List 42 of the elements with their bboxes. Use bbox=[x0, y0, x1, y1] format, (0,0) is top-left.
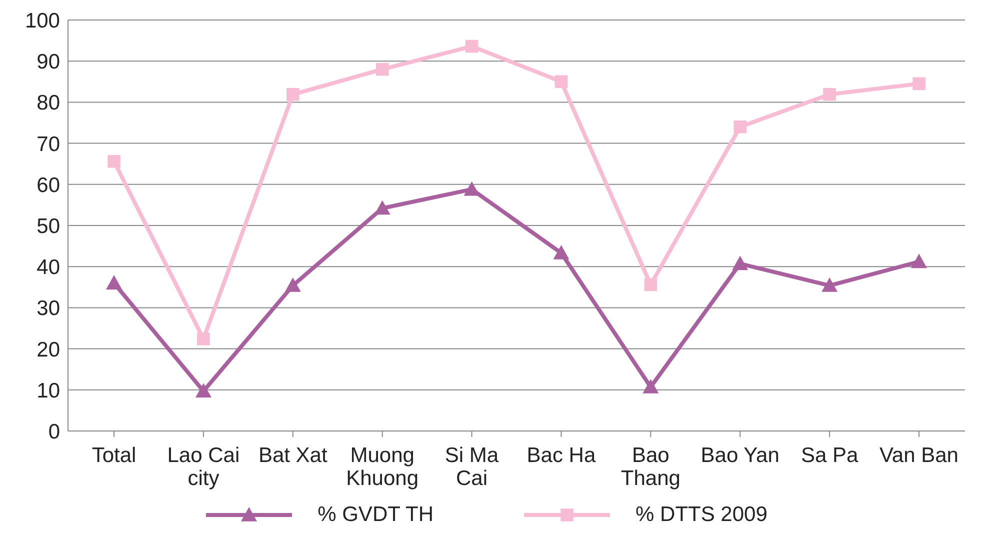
point bbox=[286, 88, 300, 101]
y-tick-label: 50 bbox=[36, 214, 60, 238]
x-tick-label: Bao Thang bbox=[620, 444, 680, 490]
x-tick-label: Sa Pa bbox=[800, 444, 858, 467]
point bbox=[465, 40, 478, 53]
point bbox=[106, 275, 122, 290]
y-tick-label: 10 bbox=[36, 379, 60, 402]
point bbox=[734, 120, 747, 134]
point bbox=[644, 278, 658, 292]
x-tick-label: Muong Khuong bbox=[346, 444, 419, 490]
y-tick-label: 100 bbox=[24, 9, 60, 32]
y-tick-label: 30 bbox=[36, 297, 60, 320]
point bbox=[195, 383, 212, 398]
legend-label: % GVDT TH bbox=[318, 503, 434, 527]
point bbox=[108, 154, 120, 168]
point bbox=[732, 256, 748, 270]
y-tick-label: 0 bbox=[48, 420, 60, 444]
point bbox=[823, 88, 836, 101]
point bbox=[912, 77, 926, 90]
y-tick-label: 70 bbox=[36, 132, 60, 156]
y-tick-label: 80 bbox=[36, 92, 60, 115]
point bbox=[822, 278, 838, 292]
y-tick-label: 60 bbox=[36, 174, 60, 197]
legend-label: % DTTS 2009 bbox=[636, 503, 768, 527]
x-tick-label: Bao Yan bbox=[700, 444, 780, 467]
y-tick-label: 20 bbox=[36, 338, 60, 362]
point bbox=[197, 332, 210, 346]
point bbox=[284, 278, 301, 292]
x-tick-label: Si Ma Cai bbox=[444, 444, 499, 490]
y-tick-label: 40 bbox=[36, 256, 60, 280]
x-tick-label: Total bbox=[92, 444, 136, 467]
x-tick-label: Lao Cai city bbox=[167, 444, 240, 490]
x-tick-label: Bat Xat bbox=[258, 444, 328, 467]
point bbox=[376, 62, 389, 76]
point bbox=[553, 245, 570, 260]
point bbox=[374, 200, 390, 215]
point bbox=[642, 379, 659, 394]
point bbox=[911, 254, 927, 268]
x-tick-label: Van Ban bbox=[879, 444, 959, 467]
y-tick-label: 90 bbox=[36, 50, 60, 74]
point bbox=[554, 75, 568, 88]
x-tick-label: Bac Ha bbox=[526, 444, 596, 467]
